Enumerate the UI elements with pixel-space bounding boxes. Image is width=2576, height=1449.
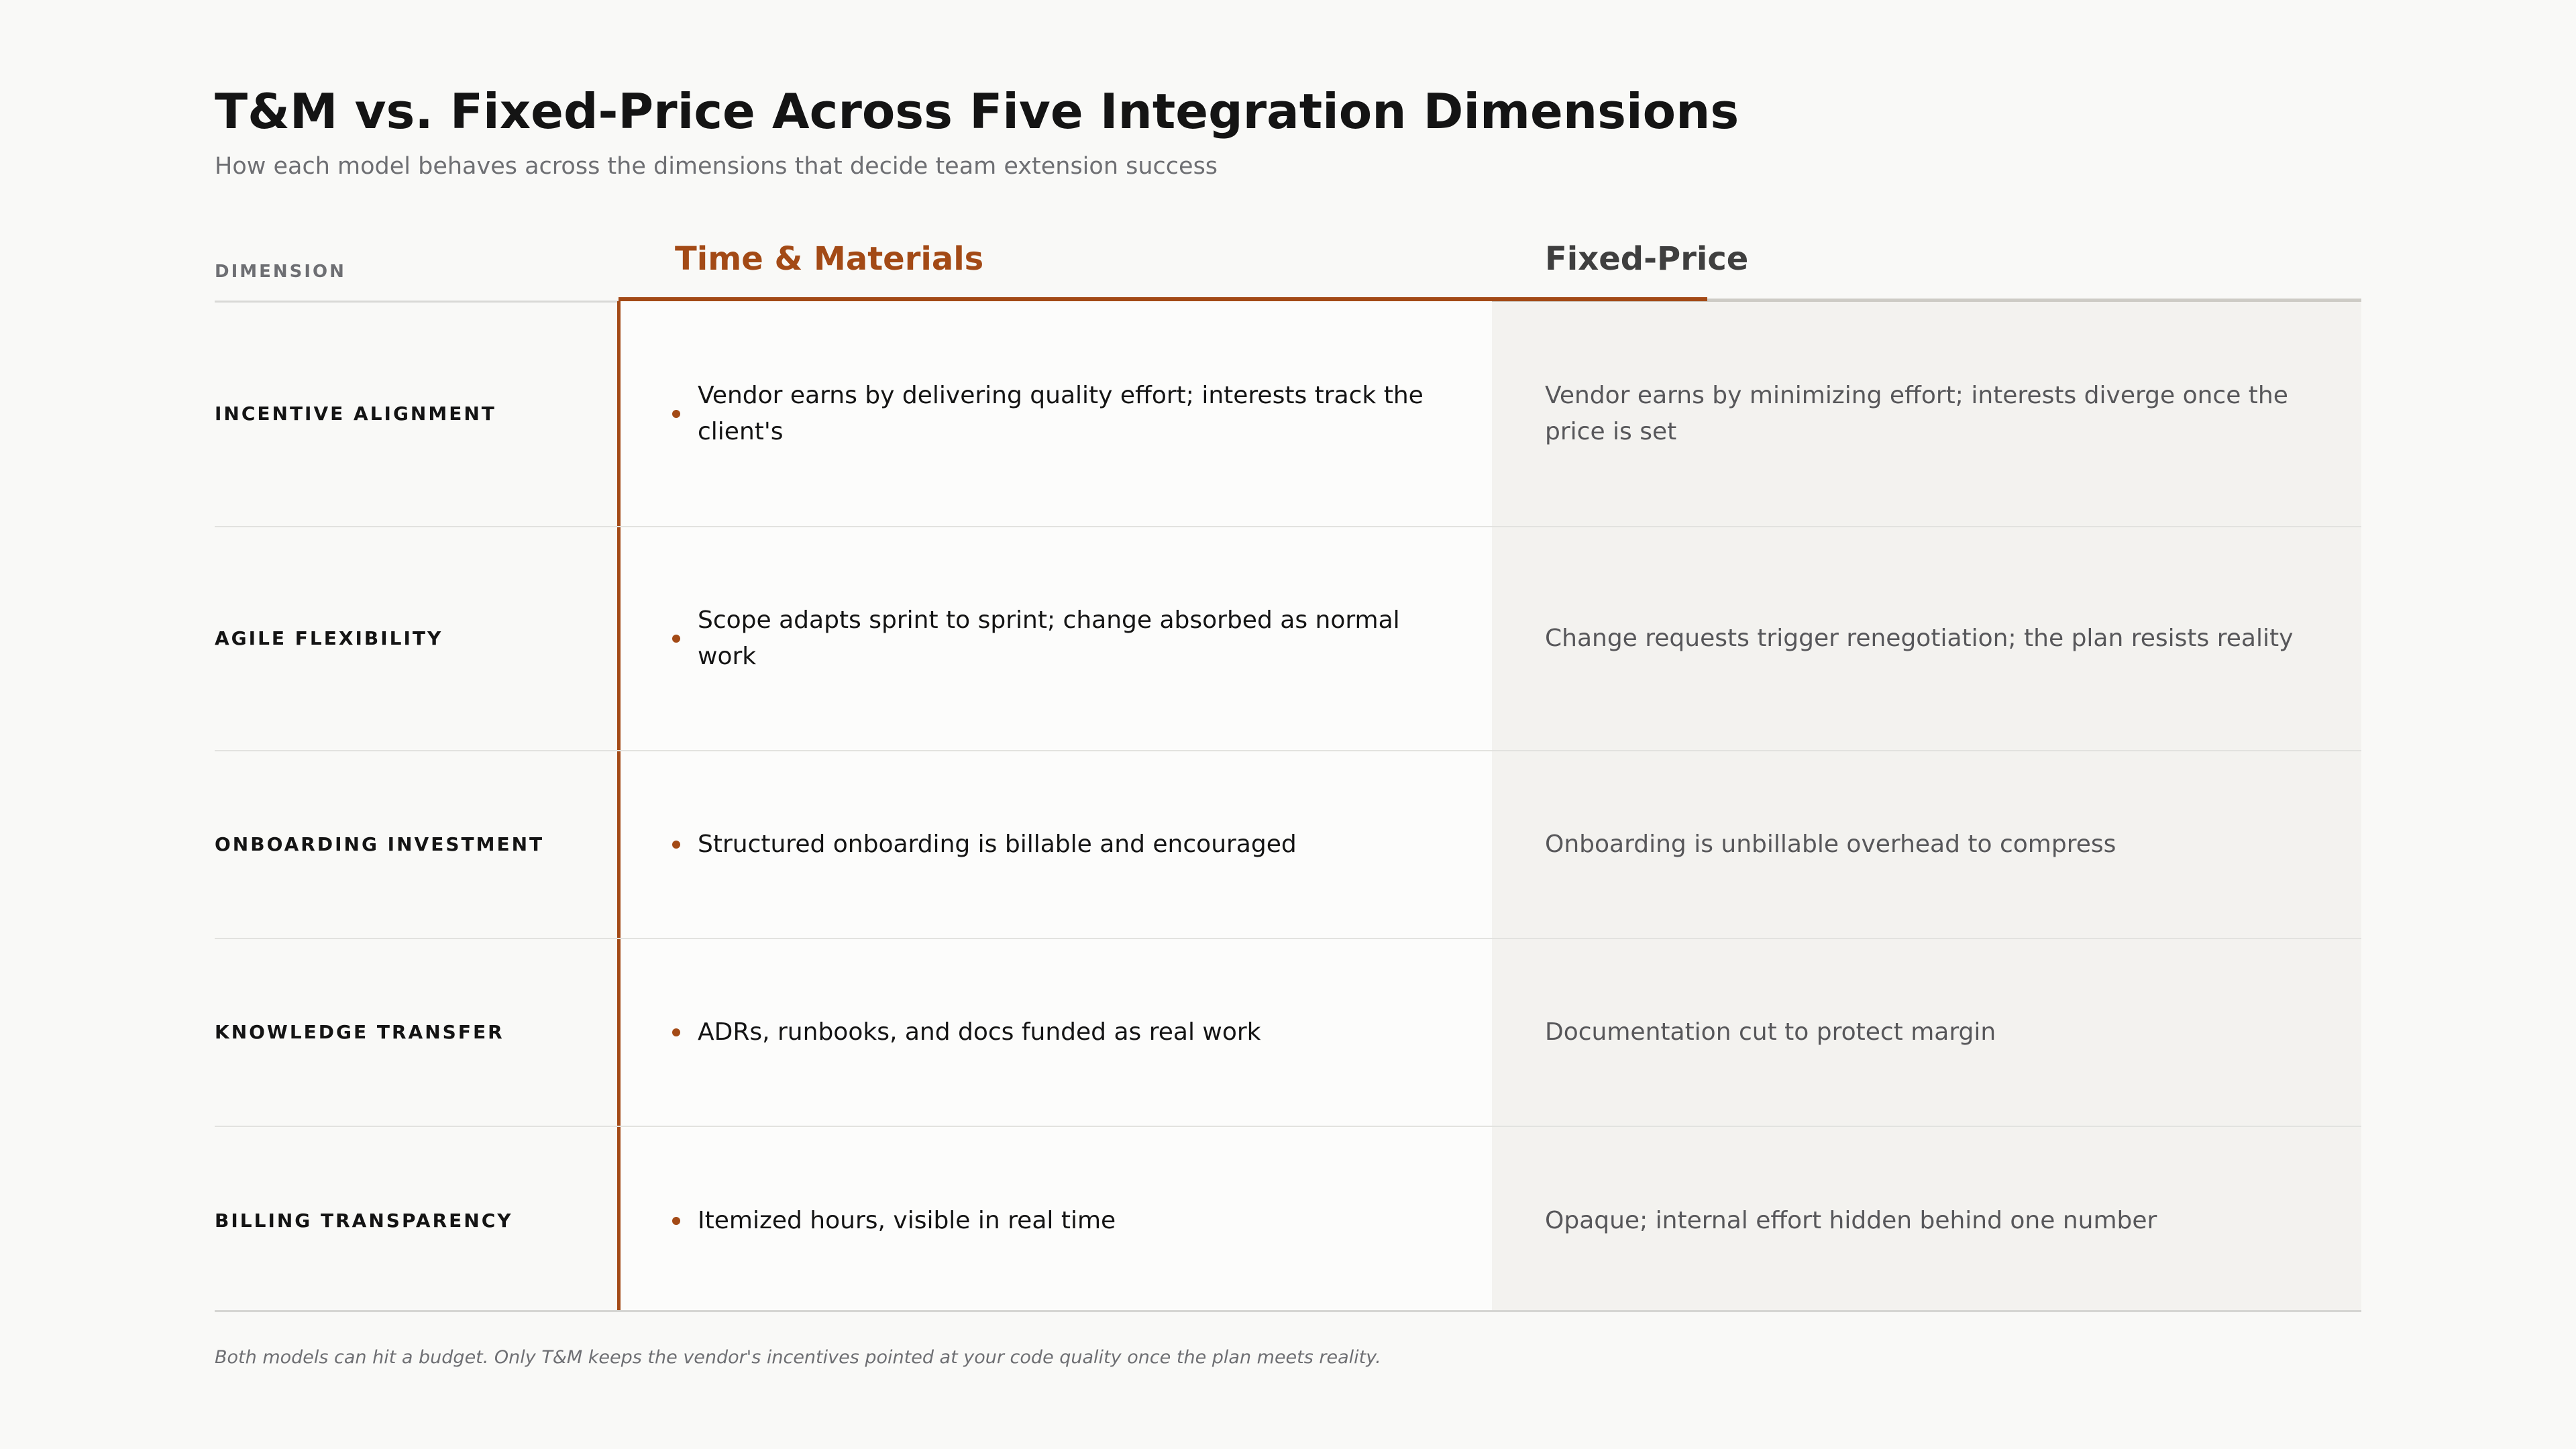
bullet-icon <box>672 1217 680 1225</box>
tm-cell: Vendor earns by delivering quality effor… <box>672 378 1464 450</box>
table-row: INCENTIVE ALIGNMENT Vendor earns by deli… <box>215 302 2361 526</box>
table-row: BILLING TRANSPARENCY Itemized hours, vis… <box>215 1126 2361 1315</box>
tm-column-accent-line <box>617 301 621 1312</box>
dimension-label: ONBOARDING INVESTMENT <box>215 833 545 855</box>
fp-cell-text: Onboarding is unbillable overhead to com… <box>1545 830 2116 858</box>
tm-cell-text: Itemized hours, visible in real time <box>698 1207 1116 1234</box>
table-row: ONBOARDING INVESTMENT Structured onboard… <box>215 750 2361 938</box>
tm-header-underline <box>619 297 1707 301</box>
tm-cell-text: ADRs, runbooks, and docs funded as real … <box>698 1018 1261 1046</box>
dimension-label: BILLING TRANSPARENCY <box>215 1210 513 1232</box>
tm-cell-text: Vendor earns by delivering quality effor… <box>698 382 1424 445</box>
dimension-label: INCENTIVE ALIGNMENT <box>215 402 496 425</box>
page-subtitle: How each model behaves across the dimens… <box>215 153 1218 180</box>
table-bottom-divider <box>215 1310 2361 1312</box>
table-row: KNOWLEDGE TRANSFER ADRs, runbooks, and d… <box>215 938 2361 1126</box>
fp-column-background <box>1492 302 2361 1312</box>
header-divider <box>215 301 619 303</box>
page-title: T&M vs. Fixed-Price Across Five Integrat… <box>215 83 1739 140</box>
dimension-label: AGILE FLEXIBILITY <box>215 627 443 649</box>
fp-cell-text: Change requests trigger renegotiation; t… <box>1545 625 2294 652</box>
bullet-icon <box>672 410 680 418</box>
tm-column-background <box>619 301 1492 1312</box>
dimension-column-header: DIMENSION <box>215 262 346 282</box>
tm-column-header: Time & Materials <box>675 240 984 278</box>
dimension-label: KNOWLEDGE TRANSFER <box>215 1021 504 1043</box>
tm-cell-text: Scope adapts sprint to sprint; change ab… <box>698 606 1400 670</box>
bullet-icon <box>672 1028 680 1036</box>
bullet-icon <box>672 841 680 849</box>
bullet-icon <box>672 635 680 643</box>
table-row: AGILE FLEXIBILITY Scope adapts sprint to… <box>215 526 2361 750</box>
fp-cell-text: Documentation cut to protect margin <box>1545 1018 1996 1046</box>
comparison-table: INCENTIVE ALIGNMENT Vendor earns by deli… <box>215 302 2361 1315</box>
fp-header-underline <box>1492 299 2361 302</box>
tm-cell: ADRs, runbooks, and docs funded as real … <box>672 1014 1464 1051</box>
tm-cell: Structured onboarding is billable and en… <box>672 826 1464 863</box>
tm-cell: Itemized hours, visible in real time <box>672 1203 1464 1239</box>
fp-cell-text: Opaque; internal effort hidden behind on… <box>1545 1207 2157 1234</box>
tm-cell: Scope adapts sprint to sprint; change ab… <box>672 602 1464 675</box>
footnote: Both models can hit a budget. Only T&M k… <box>215 1347 1381 1368</box>
fp-column-header: Fixed-Price <box>1545 240 1749 278</box>
tm-cell-text: Structured onboarding is billable and en… <box>698 830 1297 858</box>
fp-cell-text: Vendor earns by minimizing effort; inter… <box>1545 382 2288 445</box>
